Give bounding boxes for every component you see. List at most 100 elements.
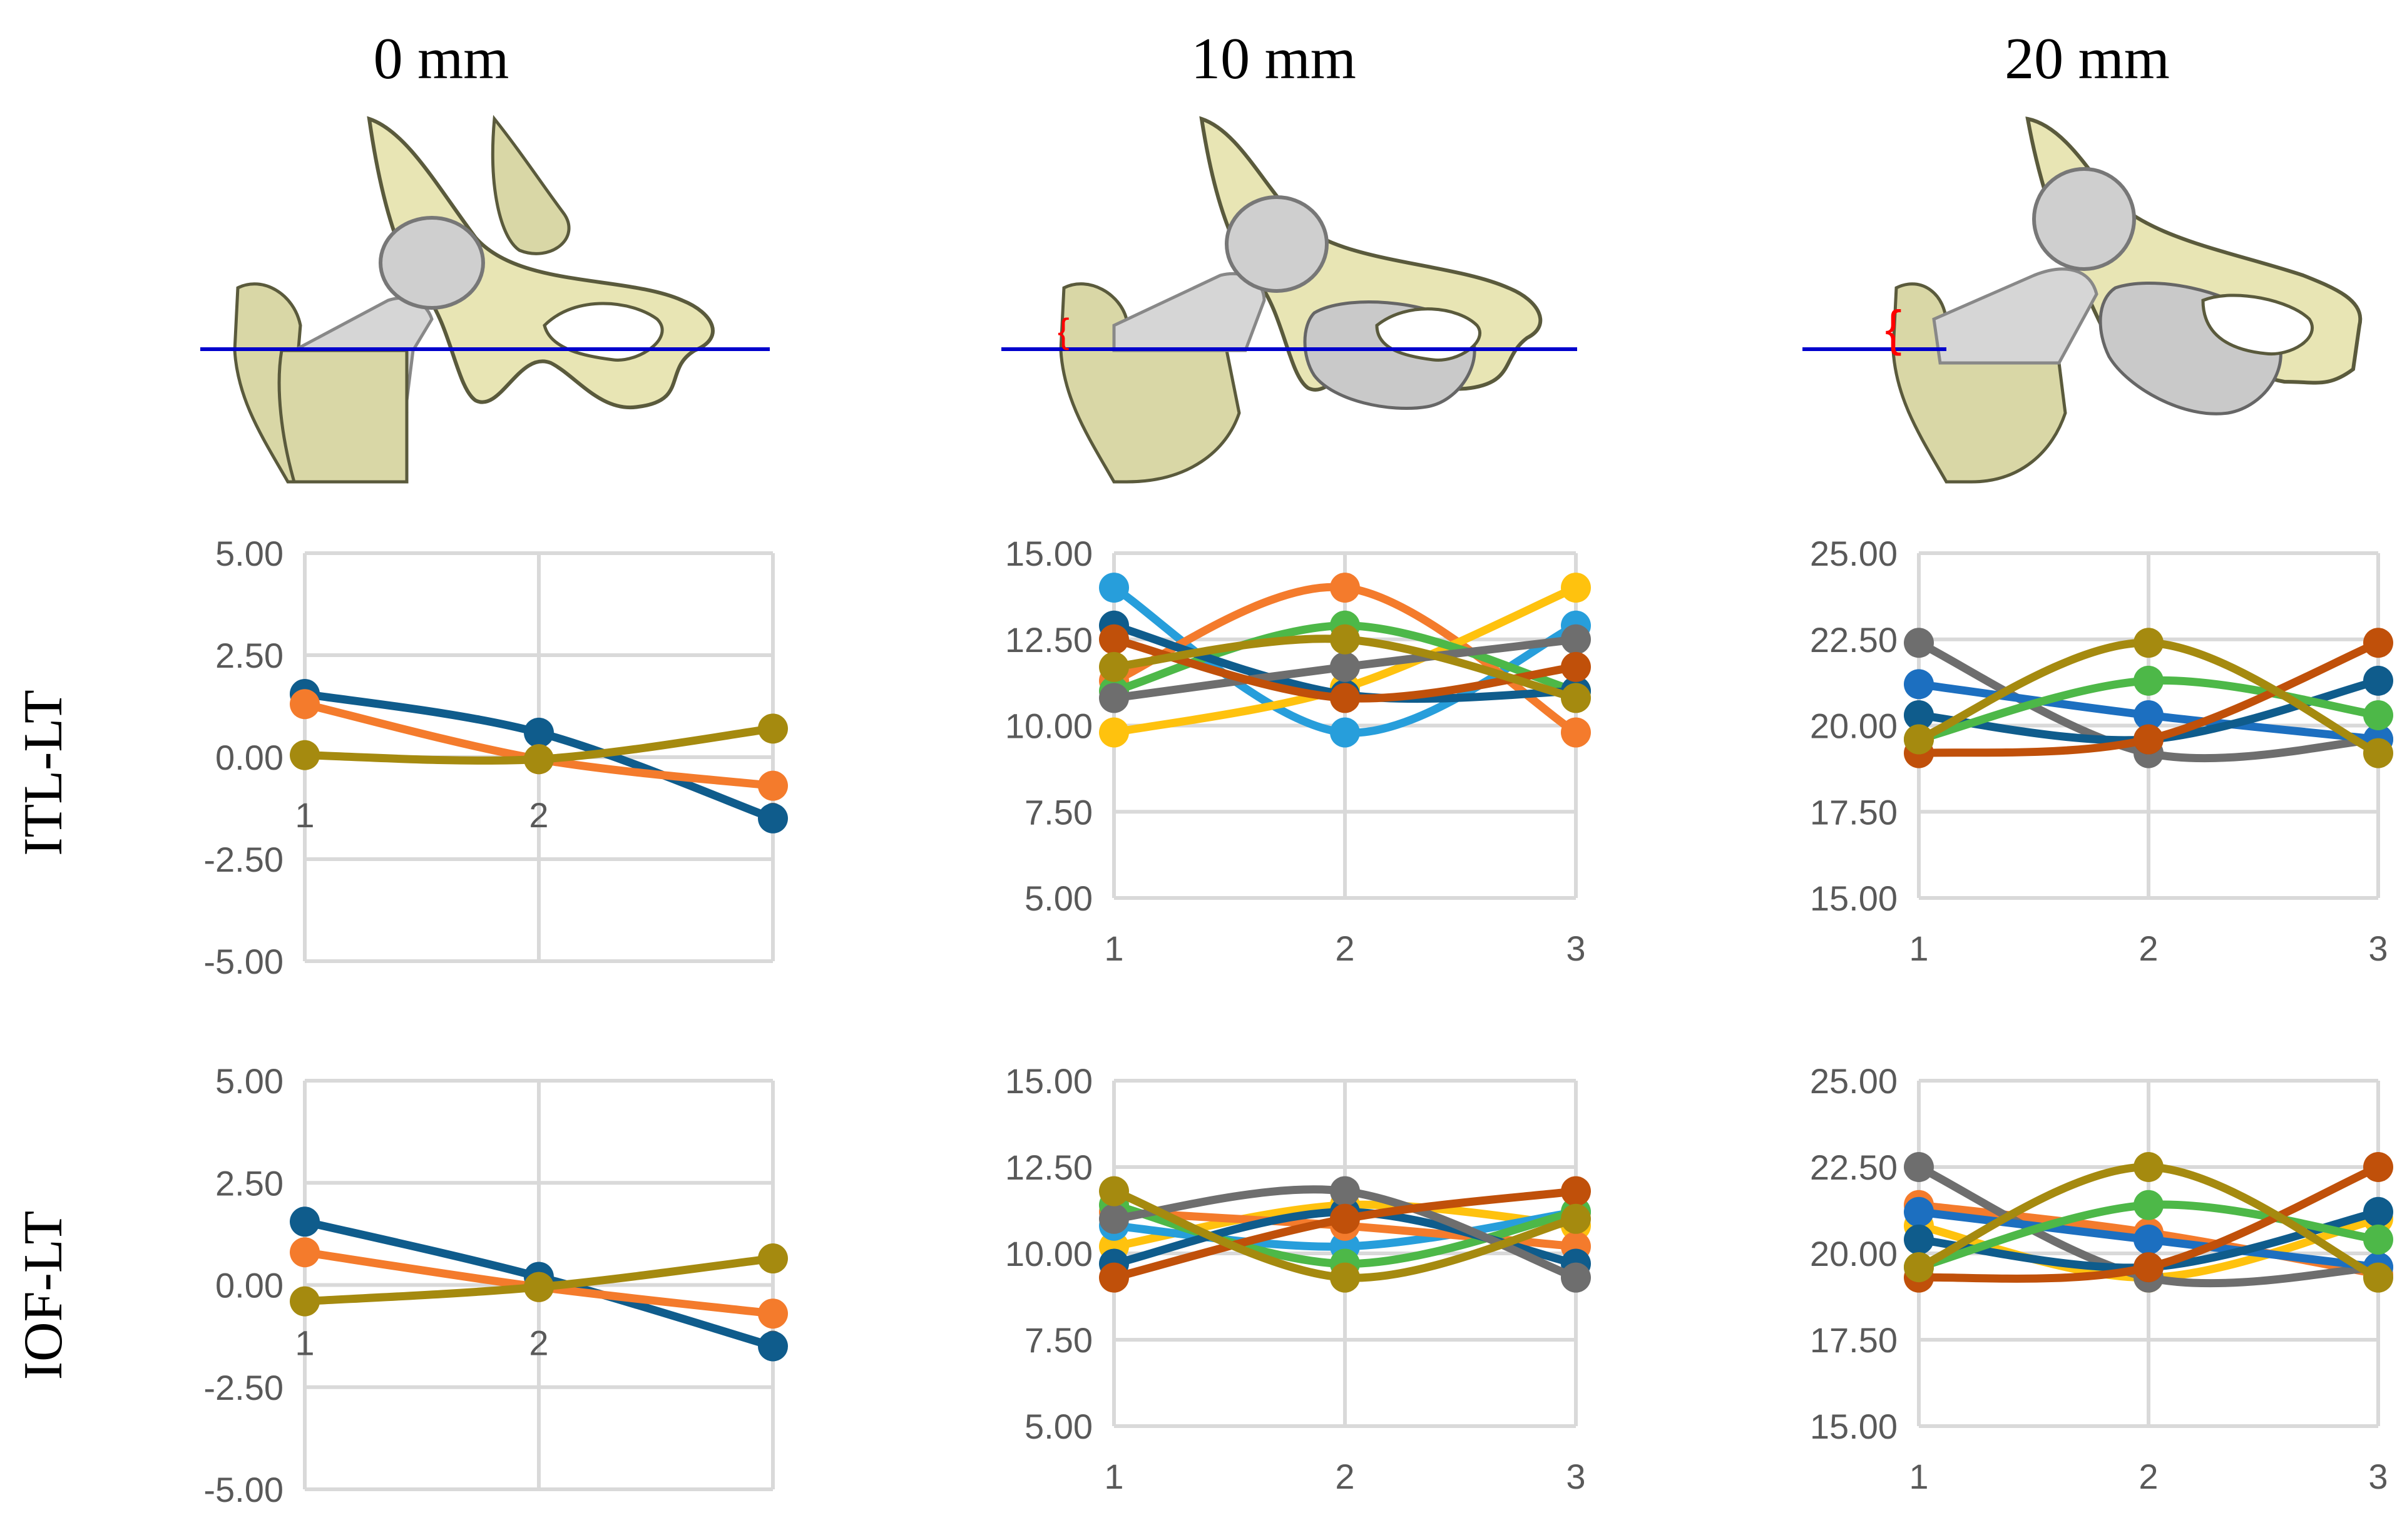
y-tick-label: 15.00 — [1005, 534, 1093, 573]
chart-iof-lt-20mm: 25.00 22.50 20.00 17.50 15.00 1 2 3 — [1810, 1061, 2393, 1496]
data-point-s1 — [524, 717, 554, 748]
data-point-s3 — [1904, 1252, 1934, 1283]
y-tick-label: -2.50 — [203, 1368, 284, 1407]
data-point-s7 — [1561, 624, 1591, 655]
data-point-s8 — [2134, 724, 2164, 755]
y-tick-label: 5.00 — [215, 1061, 284, 1101]
data-point-s8 — [1099, 1262, 1129, 1293]
x-tick-label: 1 — [1104, 929, 1123, 968]
data-point-s3 — [290, 740, 320, 770]
y-tick-label: 10.00 — [1005, 706, 1093, 746]
x-tick-label: 3 — [2368, 1457, 2388, 1496]
offset-brace-10mm: { — [1058, 311, 1070, 350]
y-tick-label: 12.50 — [1005, 620, 1093, 660]
data-point-s3 — [1099, 651, 1129, 682]
data-point-s7 — [1904, 1152, 1934, 1182]
column-title-10mm: 10 mm — [1191, 26, 1356, 91]
y-tick-label: 0.00 — [215, 1266, 284, 1305]
x-tick-label: 2 — [1335, 1457, 1354, 1496]
column-title-20mm: 20 mm — [2005, 26, 2170, 91]
data-point-s1 — [1904, 1224, 1934, 1255]
offset-brace-20mm: { — [1885, 300, 1902, 356]
data-point-s3 — [758, 713, 788, 744]
data-point-s3 — [2363, 1262, 2393, 1293]
y-tick-label: 15.00 — [1005, 1061, 1093, 1101]
data-point-s9 — [2134, 700, 2164, 730]
x-tick-label: 2 — [529, 1323, 548, 1363]
data-point-s3 — [2134, 1152, 2164, 1182]
data-point-s7 — [1561, 1262, 1591, 1293]
data-point-s8 — [1330, 683, 1360, 713]
data-point-s2 — [1561, 717, 1591, 748]
y-tick-label: -5.00 — [203, 1470, 284, 1509]
data-point-s8 — [1561, 651, 1591, 682]
data-point-s8 — [2134, 1252, 2164, 1283]
x-tick-label: 2 — [529, 795, 548, 835]
row-label-itl-lt: ITL-LT — [13, 690, 74, 856]
data-point-s1 — [1904, 700, 1934, 730]
data-point-s2 — [758, 770, 788, 801]
data-point-s1 — [2363, 665, 2393, 696]
data-point-s2 — [1330, 573, 1360, 603]
hip-illustration-0mm — [200, 115, 770, 484]
data-point-s9 — [1904, 669, 1934, 700]
data-point-s6 — [2363, 700, 2393, 730]
y-tick-label: 5.00 — [215, 534, 284, 573]
data-point-s6 — [2134, 1190, 2164, 1220]
row-label-iof-lt: IOF-LT — [13, 1211, 74, 1380]
y-tick-label: 7.50 — [1025, 792, 1093, 832]
data-point-s5 — [1099, 717, 1129, 748]
data-point-s1 — [758, 1331, 788, 1362]
data-point-s6 — [2134, 665, 2164, 696]
y-tick-label: 10.00 — [1005, 1234, 1093, 1273]
data-point-s3 — [1330, 624, 1360, 655]
x-tick-label: 1 — [1104, 1457, 1123, 1496]
hip-illustration-20mm: { — [1802, 116, 2363, 484]
data-point-s2 — [758, 1298, 788, 1329]
x-tick-label: 1 — [1909, 929, 1928, 968]
chart-itl-lt-10mm: 15.00 12.50 10.00 7.50 5.00 1 2 3 — [1005, 534, 1591, 968]
data-point-s1 — [2363, 1196, 2393, 1227]
x-tick-label: 3 — [1566, 1457, 1585, 1496]
y-tick-label: 5.00 — [1025, 879, 1093, 918]
y-tick-label: 5.00 — [1025, 1407, 1093, 1446]
data-point-s7 — [1330, 1176, 1360, 1206]
y-tick-label: 15.00 — [1810, 879, 1898, 918]
data-point-s1 — [758, 803, 788, 834]
data-point-s3 — [2363, 738, 2393, 768]
y-tick-label: 2.50 — [215, 636, 284, 675]
y-tick-label: 7.50 — [1025, 1320, 1093, 1360]
data-point-s3 — [524, 1272, 554, 1302]
x-tick-label: 3 — [2368, 929, 2388, 968]
data-point-s6 — [2363, 1224, 2393, 1255]
y-tick-label: 20.00 — [1810, 1234, 1898, 1273]
data-point-s5 — [1561, 573, 1591, 603]
data-point-s8 — [1330, 1203, 1360, 1234]
x-tick-label: 1 — [295, 1323, 314, 1363]
y-tick-label: 22.50 — [1810, 620, 1898, 660]
hip-illustration-10mm: { — [1001, 116, 1577, 484]
y-tick-label: 17.50 — [1810, 792, 1898, 832]
data-point-s3 — [2134, 628, 2164, 658]
y-tick-label: -2.50 — [203, 840, 284, 879]
data-point-s2 — [290, 689, 320, 720]
data-point-s7 — [1904, 628, 1934, 658]
data-point-s3 — [290, 1286, 320, 1317]
data-point-s3 — [1561, 683, 1591, 713]
x-tick-label: 2 — [2139, 1457, 2158, 1496]
y-tick-label: 22.50 — [1810, 1148, 1898, 1187]
data-point-s1 — [290, 1206, 320, 1237]
data-point-s3 — [524, 744, 554, 775]
y-tick-label: 25.00 — [1810, 534, 1898, 573]
data-point-s7 — [1330, 651, 1360, 682]
data-point-s8 — [2363, 1152, 2393, 1182]
data-point-s7 — [1099, 1203, 1129, 1234]
y-tick-label: 25.00 — [1810, 1061, 1898, 1101]
x-tick-label: 2 — [2139, 929, 2158, 968]
data-point-s3 — [1561, 1203, 1591, 1234]
x-tick-label: 1 — [1909, 1457, 1928, 1496]
data-point-s8 — [2363, 628, 2393, 658]
